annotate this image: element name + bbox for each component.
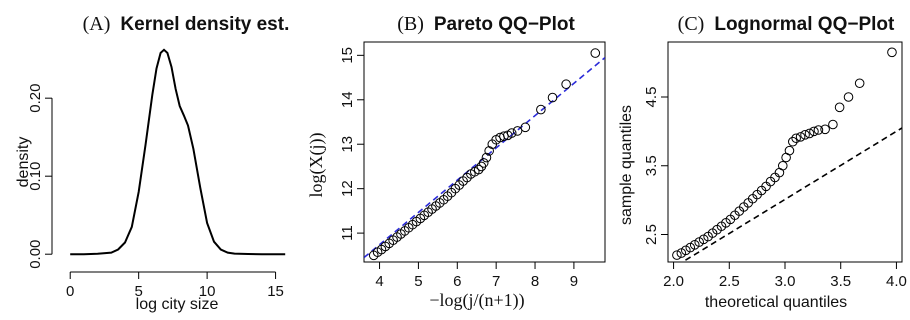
panel-b-point <box>520 122 531 133</box>
panel-a-x-tick-label: 5 <box>134 283 142 300</box>
panel-c-x-tick-label: 4.0 <box>886 273 907 290</box>
panel-a-y-tick-label: 0.20 <box>27 84 44 113</box>
panel-b-point <box>478 158 489 168</box>
panel-c-point <box>843 92 854 102</box>
panel-c-x-tick-label: 3.0 <box>775 273 796 290</box>
panel-c-point <box>784 145 795 156</box>
panel-a-title-text: Kernel density est. <box>120 14 289 35</box>
panel-b-point <box>481 152 492 163</box>
panel-c-y-tick-label: 2.5 <box>643 224 660 245</box>
panel-a-y-tick-label: 0.00 <box>27 240 44 269</box>
panel-a-label: (A) <box>83 13 111 35</box>
panel-b-point <box>547 92 558 103</box>
panel-b-point <box>590 48 601 58</box>
panel-c-point <box>795 132 806 142</box>
panel-b-x-tick-label: 6 <box>453 273 461 290</box>
panel-c-point <box>813 125 824 135</box>
panel-c-plot <box>672 47 902 262</box>
panel-c-x-tick-label: 2.5 <box>719 273 740 290</box>
panel-c-point <box>834 102 845 113</box>
panel-a-x-tick-label: 0 <box>66 283 74 300</box>
panel-a-x-tick-label: 10 <box>199 283 216 300</box>
panel-c-point <box>887 47 897 58</box>
panel-b-x-tick-label: 8 <box>531 273 539 290</box>
panel-a-title: (A) Kernel density est. <box>83 13 290 35</box>
panel-c-reference-line <box>681 127 902 262</box>
panel-c-point <box>788 136 798 147</box>
panel-a-ylabel: density <box>15 137 32 188</box>
panel-c-point <box>854 78 865 89</box>
panel-c-title: (C) Lognormal QQ−Plot <box>678 13 895 35</box>
panel-b-ylabel: log(X(j)) <box>306 133 327 198</box>
panel-c-ylabel: sample quantiles <box>618 105 635 225</box>
panel-c-point <box>800 130 810 140</box>
panel-b-xlabel: −log(j/(n+1)) <box>429 290 524 311</box>
panel-b-point <box>561 79 571 90</box>
panel-b-y-tick-label: 14 <box>339 91 356 108</box>
panel-b-plot <box>364 48 605 261</box>
panel-b-y-tick-label: 11 <box>339 225 356 241</box>
panel-c-point <box>791 133 801 144</box>
panel-c-x-tick-label: 3.5 <box>830 273 851 290</box>
panel-c-y-tick-label: 4.5 <box>643 87 660 108</box>
panel-c-point <box>777 160 788 171</box>
panel-c-x-tick-label: 2.0 <box>663 273 684 290</box>
panel-b-point <box>512 126 523 136</box>
panel-a-axes: 0 5 10 15 0.00 0.10 0.20 <box>27 84 284 300</box>
panel-b-point <box>484 146 494 156</box>
panel-c-point <box>672 250 682 260</box>
panel-b-reference-line <box>364 56 605 259</box>
panel-b-axes: 4 5 6 7 8 9 11 12 13 14 15 <box>339 41 606 290</box>
panel-a-xlabel: log city size <box>136 296 219 313</box>
panel-a-plot <box>70 48 286 256</box>
panel-b-label: (B) <box>397 13 424 35</box>
panel-c-point <box>809 126 819 137</box>
panel-c-title-text: Lognormal QQ−Plot <box>714 14 895 35</box>
panel-c-label: (C) <box>678 13 705 35</box>
panel-c-y-tick-label: 3.5 <box>643 155 660 176</box>
panel-b-x-tick-label: 4 <box>375 273 383 290</box>
panel-c-point <box>828 119 838 130</box>
panel-b-point <box>506 128 517 138</box>
panel-b-title: (B) Pareto QQ−Plot <box>397 13 575 35</box>
panel-c-point <box>804 128 815 139</box>
panel-b-title-text: Pareto QQ−Plot <box>434 14 576 35</box>
panel-b-x-tick-label: 5 <box>414 273 422 290</box>
panel-b-x-tick-label: 7 <box>492 273 500 290</box>
panel-b-point <box>536 104 546 115</box>
panel-a-density-line <box>70 48 286 256</box>
panel-a-x-tick-label: 15 <box>267 283 284 300</box>
panel-b-x-tick-label: 9 <box>570 273 578 290</box>
panel-c-lognormal-qq: (C) Lognormal QQ−Plot 2.0 2.5 3.0 3.5 4.0 2.5… <box>618 13 907 311</box>
panel-a-y-tick-label: 0.10 <box>27 162 44 191</box>
panel-c-xlabel: theoretical quantiles <box>705 294 847 311</box>
panel-b-point <box>473 164 484 175</box>
panel-b-y-tick-label: 15 <box>339 47 356 64</box>
panel-a-kernel-density: (A) Kernel density est. 0 5 10 15 0.00 0.10 0.… <box>15 13 289 313</box>
panel-b-y-tick-label: 13 <box>339 136 356 153</box>
panel-c-point <box>820 124 830 135</box>
panel-b-pareto-qq: (B) Pareto QQ−Plot 4 5 6 7 8 9 11 12 13 14 15 −log… <box>306 13 606 311</box>
panel-b-y-tick-label: 12 <box>339 180 356 197</box>
panel-c-axes: 2.0 2.5 3.0 3.5 4.0 2.5 3.5 4.5 <box>643 41 907 290</box>
